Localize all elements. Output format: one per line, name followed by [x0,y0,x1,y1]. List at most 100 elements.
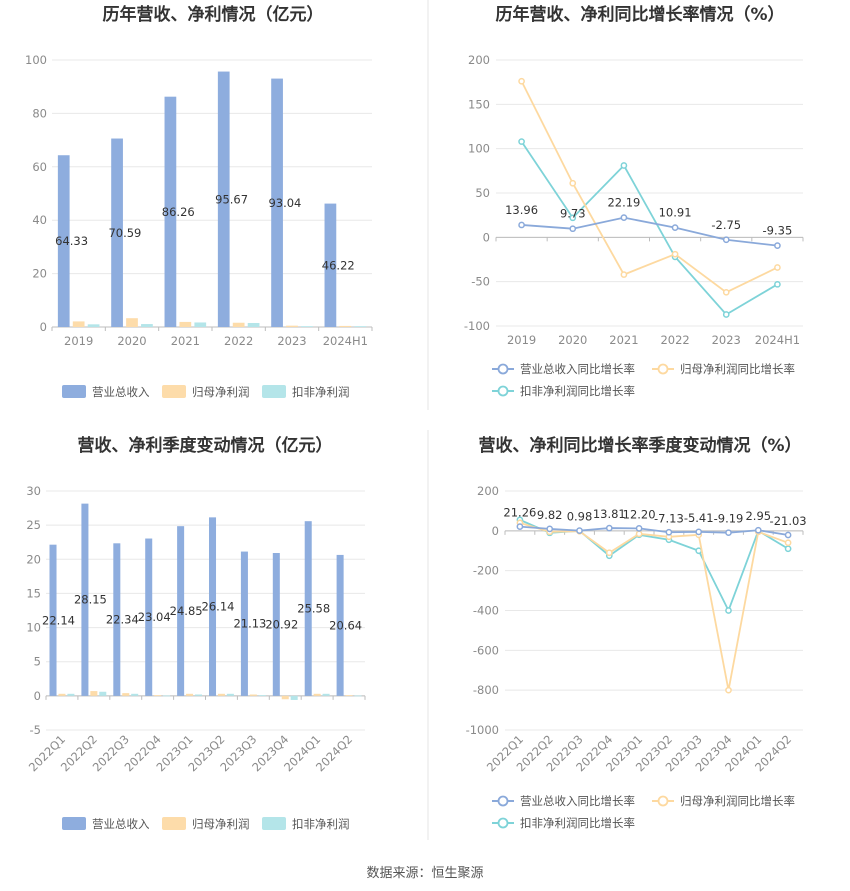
point-revenue-growth [518,221,525,229]
bar-revenue [164,96,177,328]
data-label: -9.19 [714,512,744,526]
x-tick-label: 2021 [609,333,638,347]
x-tick-label: 2020 [558,333,587,347]
point-revenue-growth [774,242,781,249]
bar-net-profit [313,693,321,696]
x-tick-label: 2022 [660,333,689,347]
legend-label: 扣非净利润 [292,385,350,399]
bar-deducted-profit [301,326,313,327]
point-revenue-growth [725,529,732,537]
data-label: 13.96 [505,203,538,217]
bar-deducted-profit [258,695,266,696]
bar-deducted-profit [141,324,153,327]
bar-revenue [177,526,185,696]
data-label: 13.81 [593,507,626,521]
x-tick-label: 2021 [171,334,200,348]
y-tick-label: 60 [32,160,47,174]
point-net-profit-growth [635,530,643,538]
y-tick-label: -200 [473,564,499,578]
data-label: 70.59 [108,226,141,240]
point-revenue-growth [722,236,730,244]
y-tick-label: -100 [464,319,490,333]
point-deducted-profit-growth [774,280,781,288]
bar-deducted-profit [99,691,107,696]
line-revenue-growth [519,525,789,536]
data-label: -7.13 [654,511,684,525]
legend-label: 营业总收入 [92,385,150,399]
data-label: 0.98 [567,510,593,524]
annual-growth-rate-chart: 历年营收、净利同比增长率情况（%） -100 -50 0 50 100 150 200 201… [464,4,804,398]
data-label: 86.26 [162,205,195,219]
legend-swatch [62,817,86,830]
point-revenue-growth [635,525,643,532]
point-net-profit-growth [518,77,525,85]
legend-marker [497,385,509,397]
point-revenue-growth [516,523,524,530]
bar-revenue [240,551,248,696]
data-label: -5.41 [684,511,714,525]
point-revenue-growth [754,526,762,534]
line-net-profit-growth [520,80,778,294]
line-revenue-growth [521,216,778,247]
point-deducted-profit-growth [784,545,792,553]
data-label: 9.82 [537,508,563,522]
line-deducted-profit-growth [520,141,778,316]
bar-net-profit [232,322,245,327]
bar-deducted-profit [247,322,260,327]
x-tick-label: 2024H1 [755,333,800,347]
y-tick-label: 100 [468,142,490,156]
bar-net-profit [90,691,98,696]
legend-label: 营业总收入同比增长率 [520,362,635,376]
y-tick-label: 0 [492,524,499,538]
y-tick-label: 15 [26,586,41,600]
legend-swatch [62,385,86,398]
legend-label: 营业总收入同比增长率 [520,794,635,808]
quarterly-growth-rate-chart: 营收、净利同比增长率季度变动情况（%） -1000 -800 -600 -400 -20… [466,435,807,830]
bar-net-profit [281,695,289,700]
bar-revenue [272,553,280,696]
data-label: 21.26 [503,506,536,520]
legend-swatch [162,817,186,830]
legend-label: 营业总收入 [92,817,150,831]
y-tick-label: 100 [25,53,47,67]
point-net-profit-growth [725,686,732,694]
point-net-profit-growth [620,271,628,278]
legend-label: 扣非净利润同比增长率 [520,816,635,830]
data-label: 10.91 [659,206,692,220]
bar-deducted-profit [194,322,207,327]
bar-revenue [304,521,312,696]
data-label: 22.14 [42,613,75,627]
bar-net-profit [72,321,85,327]
y-tick-label: -800 [473,683,499,697]
data-label: 46.22 [322,258,355,272]
bar-revenue [217,71,230,327]
data-label: 22.34 [106,613,139,627]
bar-deducted-profit [354,695,362,697]
x-tick-label: 2023 [712,333,741,347]
legend-marker [657,795,669,807]
legend-label: 扣非净利润 [292,817,350,831]
x-tick-label: 2019 [507,333,536,347]
y-tick-label: 40 [32,213,47,227]
legend-label: 归母净利润 [192,817,250,831]
bar-revenue [49,544,57,696]
x-tick-label: 2020 [117,334,146,348]
quarterly-revenue-profit-chart: 营收、净利季度变动情况（亿元） -50510152025302022Q12022… [26,435,366,831]
y-tick-label: 0 [483,230,490,244]
point-revenue-growth [605,524,613,532]
point-revenue-growth [576,527,583,534]
legend-label: 扣非净利润同比增长率 [520,384,635,398]
line-net-profit-growth [519,522,789,691]
data-label: 64.33 [55,234,88,248]
data-label: 23.04 [138,610,171,624]
bar-net-profit [126,318,138,327]
y-tick-label: 20 [32,267,47,281]
bar-deducted-profit [226,693,234,696]
bar-revenue [209,517,217,696]
legend-label: 归母净利润同比增长率 [680,794,795,808]
x-tick-label: 2024H1 [323,334,368,348]
legend-swatch [262,817,286,830]
bar-revenue [113,543,121,696]
bar-net-profit [179,321,192,327]
